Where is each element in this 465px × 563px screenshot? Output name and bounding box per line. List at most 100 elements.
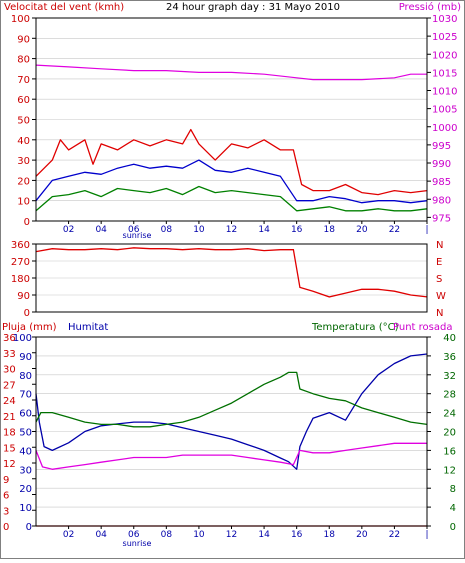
wind-x-tick-label: 06	[128, 225, 140, 235]
temp-y-tick-label: 36	[443, 352, 456, 363]
climate-x-tick-label: 04	[95, 530, 107, 540]
wind-x-tick-label: 22	[389, 225, 400, 235]
chart-title: 24 hour graph day : 31 Mayo 2010	[166, 2, 340, 13]
climate-x-tick-label: 20	[356, 530, 368, 540]
humidity-y-tick-label: 20	[19, 484, 32, 495]
humidity-title: Humitat	[68, 322, 108, 333]
humidity-y-tick-label: 80	[19, 371, 32, 382]
wind-x-tick-label: 16	[291, 225, 303, 235]
humidity-y-tick-label: 40	[19, 446, 32, 457]
wind-speed-title: Velocitat del vent (kmh)	[4, 2, 124, 13]
compass-tick-label: S	[436, 274, 442, 285]
rain-y-tick-label: 9	[3, 475, 9, 486]
direction-y-tick-label: 90	[17, 291, 30, 302]
direction-y-tick-label: 360	[11, 240, 30, 251]
temp-y-tick-label: 0	[450, 522, 456, 533]
dewpoint-title: Punt rosada	[393, 322, 452, 333]
pressure-line	[35, 64, 427, 81]
humidity-y-tick-label: 70	[19, 390, 32, 401]
wind-panel-series	[35, 64, 428, 212]
wind-x-tick-label: 04	[95, 225, 107, 235]
humidity-y-tick-label: 60	[19, 409, 32, 420]
direction-y-tick-label: 180	[11, 274, 30, 285]
dewpoint-line	[35, 442, 427, 470]
climate-x-tick-label: 18	[324, 530, 336, 540]
direction-y-tick-label: 270	[11, 257, 30, 268]
temp-y-tick-label: 12	[443, 465, 456, 476]
pressure-y-tick-label: 1005	[432, 105, 457, 116]
temp-y-tick-label: 4	[450, 503, 456, 514]
wind-panel-grid	[36, 37, 427, 201]
wind-y-tick-label: 70	[17, 75, 30, 86]
rain-title: Pluja (mm)	[2, 322, 57, 333]
wind-x-tick-label: 14	[258, 225, 270, 235]
temp-y-tick-label: 16	[443, 446, 456, 457]
climate-x-tick-label: 22	[389, 530, 400, 540]
temperature-line	[35, 371, 428, 428]
wind-y-tick-label: 30	[17, 156, 30, 167]
sunrise-label: sunrise	[123, 539, 152, 548]
pressure-y-tick-label: 995	[432, 141, 451, 152]
humidity-y-tick-label: 90	[19, 352, 32, 363]
wind-y-tick-label: 100	[11, 14, 30, 25]
rain-y-tick-label: 0	[3, 522, 9, 533]
rain-y-tick-label: 3	[3, 506, 9, 517]
wind-y-tick-label: 0	[24, 217, 30, 228]
compass-tick-label: W	[436, 291, 446, 302]
wind-x-tick-label: |	[425, 225, 428, 235]
temp-y-tick-label: 20	[443, 428, 456, 439]
pressure-y-tick-label: 990	[432, 159, 451, 170]
climate-x-tick-label: 14	[258, 530, 270, 540]
temp-y-tick-label: 32	[443, 371, 456, 382]
wind-panel-axes: 0102030405060708090100975980985990995100…	[11, 14, 458, 240]
pressure-y-tick-label: 1000	[432, 123, 457, 134]
temp-y-tick-label: 24	[443, 409, 456, 420]
climate-x-tick-label: 08	[161, 530, 173, 540]
direction-y-tick-label: 0	[24, 308, 30, 319]
pressure-y-tick-label: 985	[432, 177, 451, 188]
pressure-y-tick-label: 980	[432, 195, 451, 206]
humidity-y-tick-label: 50	[19, 428, 32, 439]
humidity-y-tick-label: 10	[19, 503, 32, 514]
rain-y-tick-label: 21	[3, 412, 16, 423]
compass-tick-label: E	[436, 257, 442, 268]
wind-y-tick-label: 60	[17, 95, 30, 106]
wind-y-tick-label: 50	[17, 116, 30, 127]
pressure-y-tick-label: 1025	[432, 32, 457, 43]
direction-panel-axes: 0 N 90 W 180 S 270 E 360 N	[11, 240, 446, 319]
wind-y-tick-label: 90	[17, 34, 30, 45]
humidity-y-tick-label: 100	[13, 333, 32, 344]
wind-x-tick-label: 02	[63, 225, 74, 235]
rain-y-tick-label: 30	[3, 365, 16, 376]
wind-gust-line	[35, 128, 428, 196]
pressure-y-tick-label: 1015	[432, 68, 457, 79]
sunrise-label: sunrise	[123, 231, 152, 240]
wind-y-tick-label: 10	[17, 197, 30, 208]
rain-y-tick-label: 6	[3, 491, 9, 502]
temperature-title: Temperatura (°C)	[311, 322, 399, 333]
humidity-line	[35, 353, 428, 470]
wind-y-tick-label: 40	[17, 136, 30, 147]
climate-x-tick-label: |	[425, 530, 428, 540]
wind-x-tick-label: 18	[324, 225, 336, 235]
pressure-y-tick-label: 1030	[432, 14, 457, 25]
climate-x-tick-label: 02	[63, 530, 74, 540]
compass-tick-label: N	[436, 240, 443, 251]
climate-x-tick-label: 06	[128, 530, 140, 540]
wind-direction-line	[35, 247, 428, 298]
wind-x-tick-label: 12	[226, 225, 237, 235]
wind-y-tick-label: 20	[17, 176, 30, 187]
temp-y-tick-label: 8	[450, 484, 456, 495]
rain-y-tick-label: 24	[3, 396, 16, 407]
wind-average-line	[35, 159, 428, 204]
temp-y-tick-label: 40	[443, 333, 456, 344]
temp-y-tick-label: 28	[443, 390, 456, 401]
wind-x-tick-label: 20	[356, 225, 368, 235]
rain-y-tick-label: 33	[3, 349, 16, 360]
wind-x-tick-label: 10	[193, 225, 205, 235]
climate-panel-axes: 0481216202428323640036912151821242730333…	[3, 333, 456, 548]
wind-y-tick-label: 80	[17, 55, 30, 66]
humidity-y-tick-label: 0	[26, 522, 32, 533]
